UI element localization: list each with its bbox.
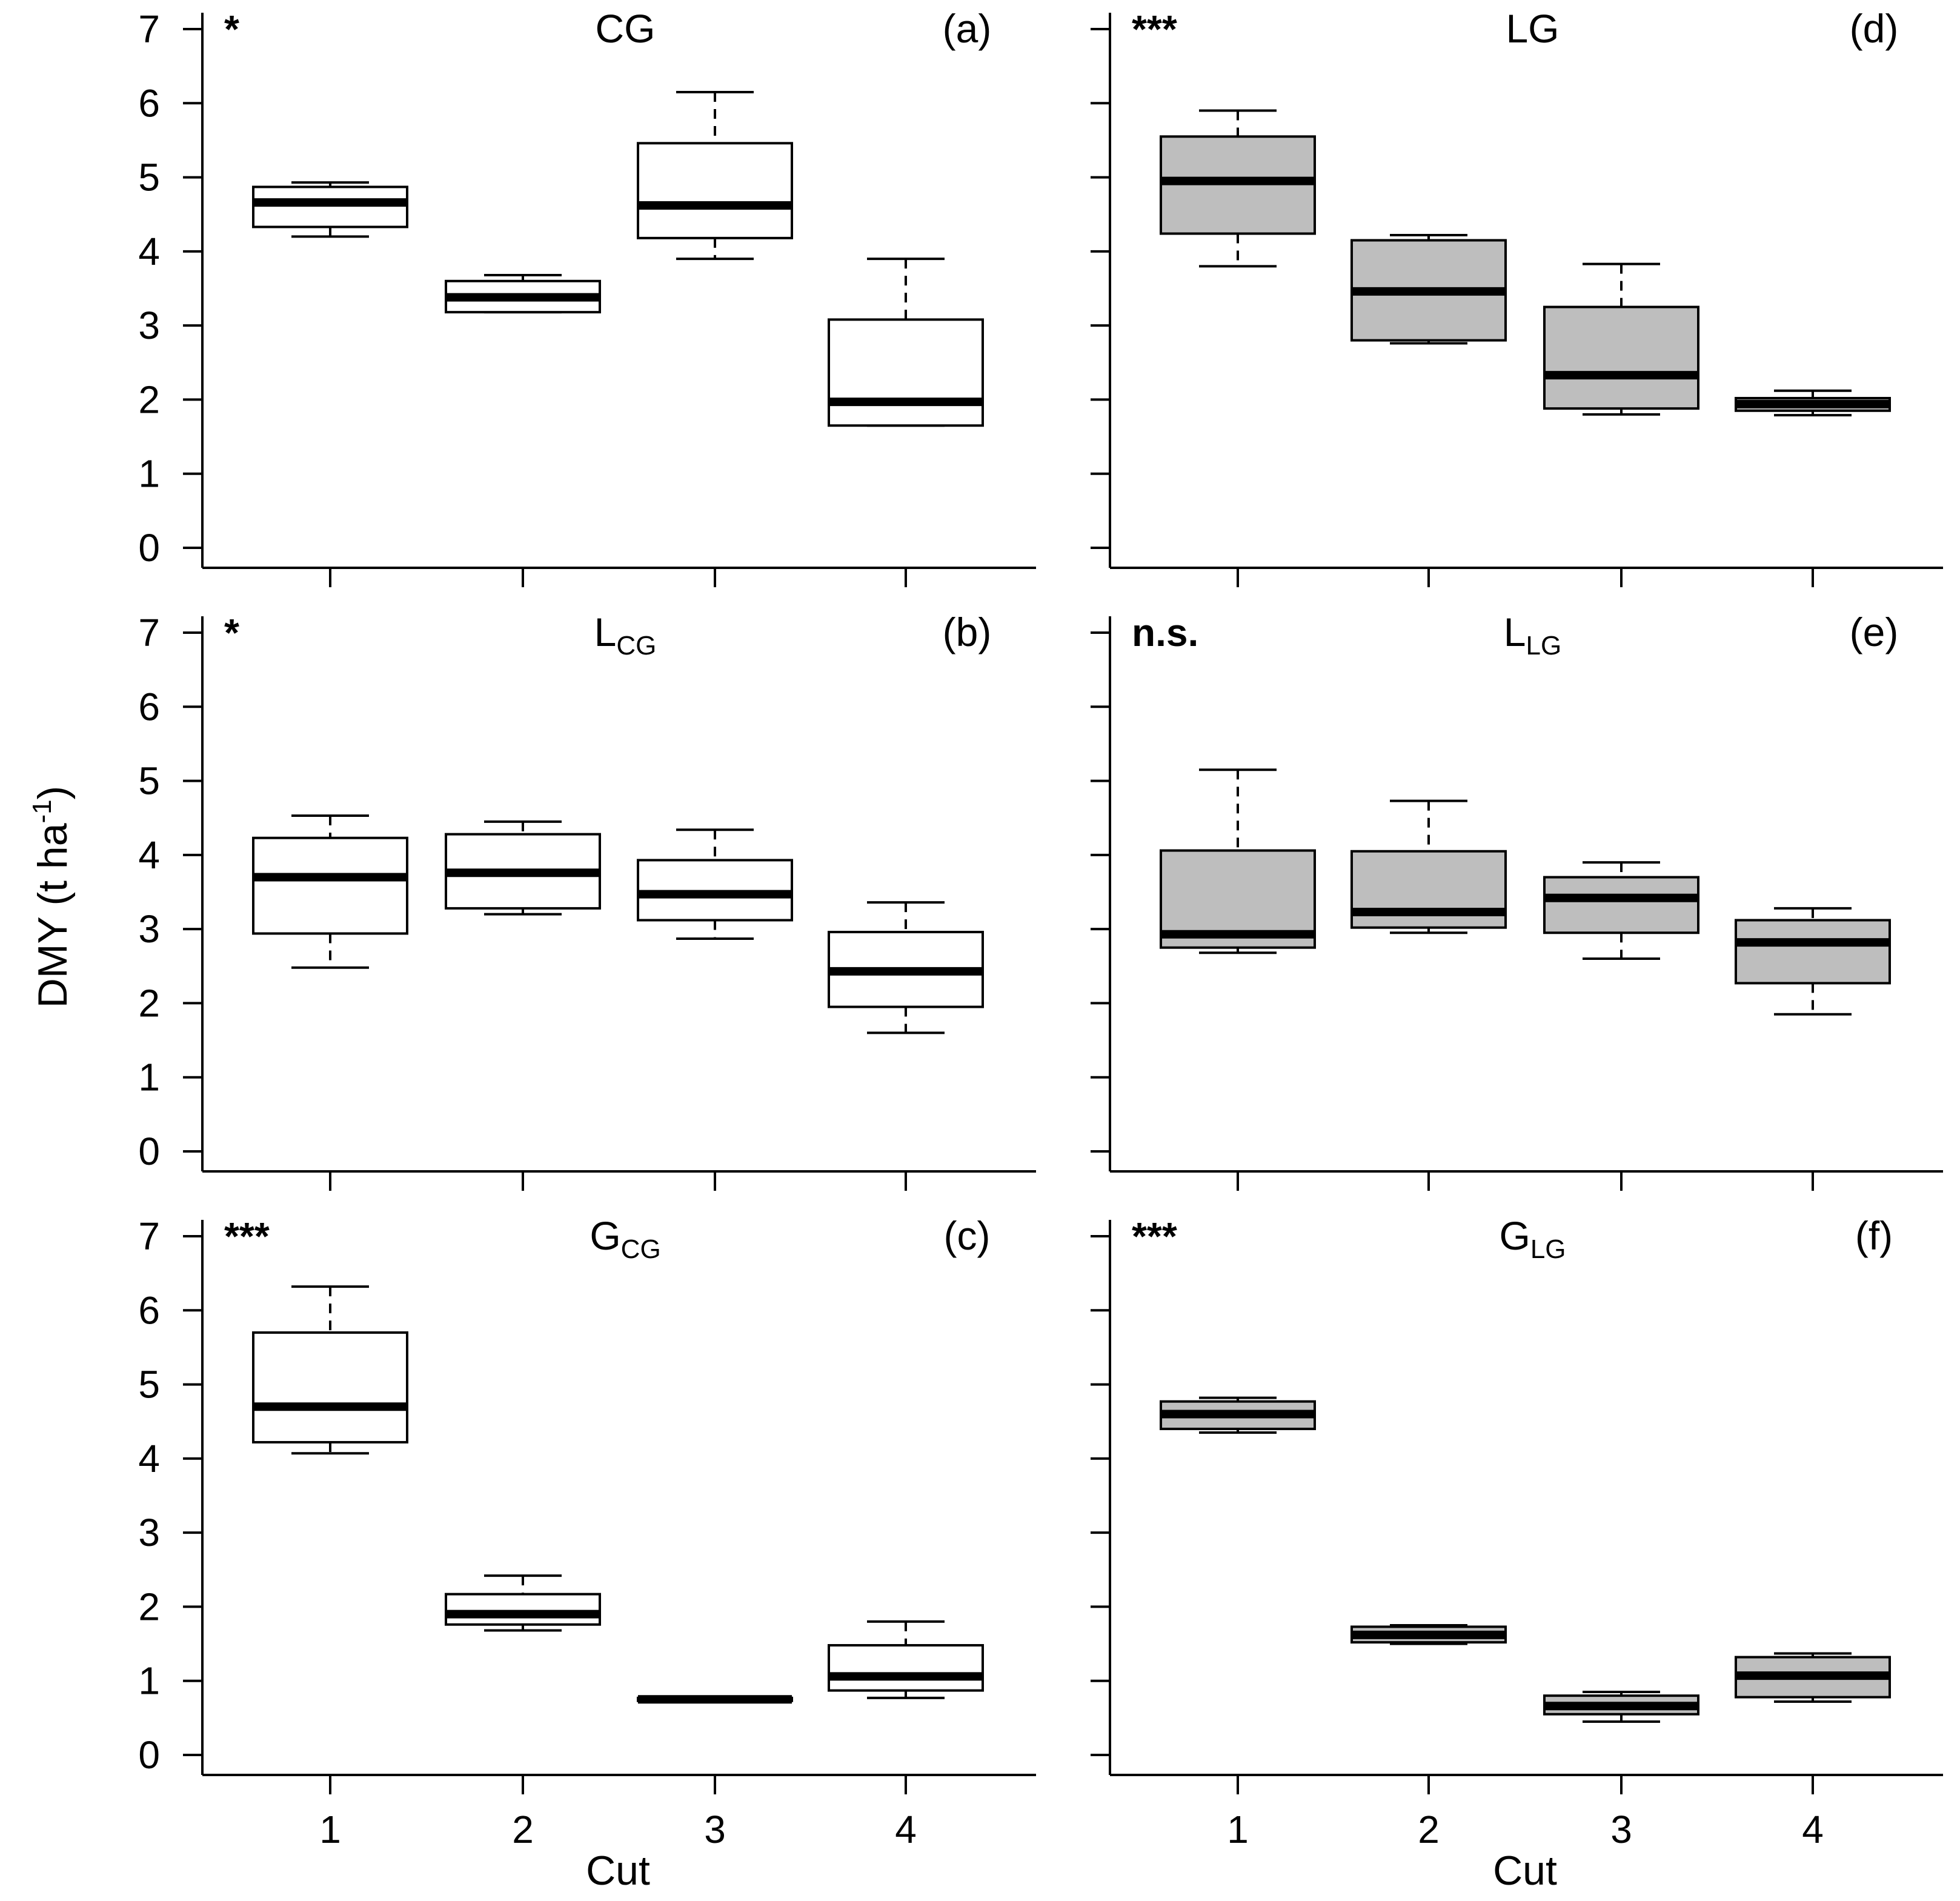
box-cut-4 <box>1735 1652 1891 1703</box>
panel-title: CG <box>596 6 656 51</box>
box-cut-4 <box>828 901 984 1034</box>
box-iqr <box>445 1593 601 1626</box>
box-iqr <box>828 318 984 427</box>
box-cut-1 <box>252 181 408 238</box>
significance-label: *** <box>1132 1214 1177 1258</box>
box-iqr <box>252 185 408 228</box>
box-cut-4 <box>828 258 984 427</box>
x-axis-title-left: Cut <box>586 1848 650 1894</box>
panel-title: GLG <box>1499 1213 1566 1264</box>
box-cut-4 <box>1735 907 1891 1016</box>
panel-f: 1 2 3 4 GLG *** (f) <box>1091 1213 1943 1851</box>
panel-e: LLG n.s. (e) <box>1091 610 1943 1191</box>
box-cut-4 <box>828 1620 984 1699</box>
box-cut-3 <box>637 828 793 941</box>
box-cut-1 <box>252 814 408 969</box>
panel-d: LG *** (d) <box>1091 6 1943 587</box>
x-tick-label: 2 <box>1418 1808 1440 1851</box>
y-tick-label: 3 <box>138 907 160 951</box>
y-tick-label: 4 <box>138 230 160 273</box>
y-tick-label: 1 <box>138 452 160 496</box>
x-tick-label: 1 <box>319 1808 341 1851</box>
significance-label: *** <box>224 1214 270 1258</box>
y-tick-label: 5 <box>138 1363 160 1407</box>
box-cut-3 <box>637 1695 793 1704</box>
x-tick-label: 2 <box>512 1808 534 1851</box>
panel-b: 0 1 2 3 4 5 6 7 LCG * (b) <box>138 610 1036 1191</box>
box-cut-1 <box>1160 1396 1316 1434</box>
y-tick-label: 1 <box>138 1659 160 1703</box>
y-tick-label: 0 <box>138 1733 160 1777</box>
y-tick-label: 4 <box>138 833 160 877</box>
box-cut-3 <box>1543 262 1699 416</box>
y-tick-label: 2 <box>138 981 160 1025</box>
box-iqr <box>1543 876 1699 934</box>
box-iqr <box>637 142 793 239</box>
x-tick-label: 4 <box>1802 1808 1824 1851</box>
panel-title: LCG <box>594 610 657 661</box>
box-cut-3 <box>1543 1691 1699 1723</box>
panel-letter: (f) <box>1855 1213 1893 1258</box>
significance-label: n.s. <box>1132 611 1198 654</box>
box-cut-1 <box>1160 109 1316 268</box>
box-cut-2 <box>445 1574 601 1632</box>
box-cut-1 <box>252 1285 408 1455</box>
y-tick-label: 4 <box>138 1437 160 1480</box>
significance-label: *** <box>1132 7 1177 51</box>
box-cut-4 <box>1735 389 1891 417</box>
box-cut-2 <box>445 273 601 314</box>
panel-title: GCG <box>590 1213 660 1264</box>
significance-label: * <box>224 7 239 51</box>
box-cut-2 <box>1350 799 1507 934</box>
panels-layer: 0 1 2 3 4 5 6 7 CG * (a) 0 1 2 3 4 5 6 7 LCG * (b) 0 1 2 3 4 5 6 7 1 2 3… <box>138 6 1943 1851</box>
panel-letter: (d) <box>1850 6 1899 51</box>
y-tick-label: 0 <box>138 526 160 570</box>
box-cut-1 <box>1160 768 1316 954</box>
panel-title: LLG <box>1504 610 1561 661</box>
panel-title: LG <box>1506 6 1559 51</box>
y-tick-label: 7 <box>138 1214 160 1258</box>
box-cut-3 <box>637 90 793 261</box>
panel-letter: (a) <box>943 6 992 51</box>
y-tick-label: 0 <box>138 1130 160 1173</box>
y-axis-title: DMY (t ha-1) <box>27 786 76 1008</box>
y-tick-label: 6 <box>138 1288 160 1332</box>
box-iqr <box>252 1331 408 1443</box>
box-iqr <box>1735 919 1891 985</box>
x-tick-label: 4 <box>895 1808 917 1851</box>
x-axis-title-right: Cut <box>1493 1848 1557 1894</box>
x-tick-label: 3 <box>1610 1808 1632 1851</box>
y-tick-label: 7 <box>138 7 160 51</box>
y-tick-label: 5 <box>138 759 160 803</box>
panel-c: 0 1 2 3 4 5 6 7 1 2 3 4 GCG *** (c) <box>138 1213 1036 1851</box>
panel-letter: (b) <box>943 610 992 654</box>
panel-letter: (c) <box>944 1213 991 1258</box>
box-iqr <box>1543 305 1699 410</box>
y-tick-label: 2 <box>138 378 160 421</box>
panel-letter: (e) <box>1850 610 1899 654</box>
box-cut-3 <box>1543 861 1699 960</box>
box-cut-2 <box>1350 1624 1507 1645</box>
y-tick-label: 1 <box>138 1056 160 1099</box>
box-iqr <box>252 836 408 935</box>
y-tick-label: 3 <box>138 1511 160 1554</box>
y-tick-label: 6 <box>138 81 160 125</box>
panel-a: 0 1 2 3 4 5 6 7 CG * (a) <box>138 6 1036 587</box>
y-tick-label: 2 <box>138 1585 160 1628</box>
box-cut-2 <box>445 820 601 916</box>
y-tick-label: 3 <box>138 304 160 347</box>
x-tick-label: 1 <box>1227 1808 1249 1851</box>
significance-label: * <box>224 611 239 654</box>
box-cut-2 <box>1350 233 1507 345</box>
x-tick-label: 3 <box>704 1808 726 1851</box>
y-tick-label: 6 <box>138 685 160 728</box>
box-iqr <box>828 1644 984 1692</box>
y-tick-label: 5 <box>138 156 160 199</box>
y-tick-label: 7 <box>138 611 160 654</box>
